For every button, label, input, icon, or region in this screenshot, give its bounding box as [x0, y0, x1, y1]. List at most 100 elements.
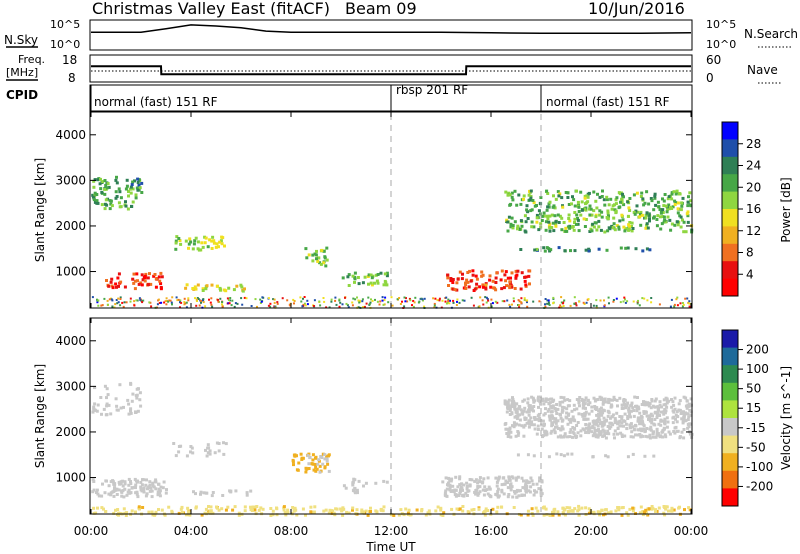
power-cell [630, 225, 633, 228]
power-cell [512, 300, 515, 303]
power-cell [494, 281, 498, 284]
velocity-cell [592, 426, 596, 430]
power-cell [573, 296, 576, 299]
velocity-cell [513, 491, 517, 495]
velocity-cell [675, 420, 679, 424]
power-cell [552, 194, 555, 198]
power-cell [91, 193, 95, 197]
velocity-cell [587, 511, 591, 515]
power-cell [549, 248, 553, 252]
velocity-cell [507, 493, 511, 496]
power-cell [338, 305, 341, 308]
velocity-cell [625, 511, 629, 515]
velocity-cell [580, 397, 584, 401]
power-cell [663, 193, 667, 196]
power-cell [406, 300, 409, 303]
velocity-cell [465, 487, 469, 491]
power-cell [583, 225, 587, 228]
power-cell [562, 302, 564, 305]
power-cell [114, 282, 118, 286]
velocity-cell [459, 485, 463, 489]
velocity-cell [621, 506, 625, 509]
power-cell [114, 196, 118, 200]
power-cell [119, 196, 123, 200]
velocity-cell [556, 435, 560, 439]
power-cell [638, 304, 641, 307]
velocity-cell [591, 434, 595, 438]
power-cell [557, 221, 561, 224]
velocity-cell [211, 511, 215, 515]
power-cell [472, 304, 475, 307]
power-cell [124, 187, 128, 191]
power-cell [529, 196, 533, 200]
power-cell [682, 303, 685, 306]
nsearch-tick-bottom: 10^0 [706, 38, 736, 51]
velocity-cell [569, 420, 573, 424]
power-cell [243, 296, 246, 299]
power-cell [300, 300, 303, 303]
power-cell [657, 205, 661, 209]
power-cell [106, 182, 110, 186]
power-cell [540, 214, 544, 218]
power-cell [529, 209, 533, 213]
power-cell [217, 299, 219, 301]
power-cell [353, 271, 357, 275]
power-cell [211, 235, 215, 239]
power-cell [202, 299, 205, 302]
power-cell [501, 300, 504, 303]
power-cell [547, 202, 551, 206]
velocity-cell [495, 484, 499, 488]
velocity-cell [527, 425, 531, 429]
power-cell [688, 300, 691, 303]
velocity-cell [476, 486, 480, 490]
velocity-cell [237, 513, 241, 517]
velocity-cell [560, 425, 564, 429]
velocity-cell [553, 507, 557, 511]
velocity-cell [597, 430, 601, 434]
velocity-cell [667, 509, 670, 513]
velocity-cell [189, 450, 192, 454]
velocity-cell [123, 482, 127, 486]
velocity-cell [665, 405, 669, 409]
velocity-cell [674, 417, 677, 421]
power-cell [592, 190, 596, 194]
velocity-cell [229, 490, 233, 494]
velocity-cell [513, 490, 516, 493]
velocity-cell [92, 405, 96, 409]
power-cell [171, 296, 174, 299]
power-cell [520, 224, 524, 228]
power-cell [339, 301, 342, 304]
velocity-cell [327, 511, 331, 515]
power-cell [117, 187, 121, 191]
power-cell [516, 224, 520, 228]
power-cell [93, 178, 97, 182]
power-cell [556, 190, 560, 194]
velocity-cell [679, 411, 683, 415]
power-cell [139, 298, 142, 301]
velocity-cell [542, 513, 546, 517]
velocity-cell [127, 488, 131, 492]
power-cell [614, 211, 618, 215]
power-cell [383, 272, 387, 276]
velocity-cell [565, 435, 569, 439]
power-cell [540, 219, 544, 222]
velocity-colorbar-block [722, 382, 738, 401]
power-cell [200, 299, 202, 302]
velocity-cell [536, 428, 540, 431]
power-cell [560, 296, 563, 299]
velocity-cell [626, 401, 630, 405]
velocity-cell [516, 453, 520, 457]
power-cell [641, 297, 644, 300]
velocity-cell [154, 487, 158, 491]
velocity-cell [601, 401, 605, 405]
velocity-cell [461, 488, 464, 492]
power-cell [667, 195, 671, 199]
velocity-cell [539, 402, 543, 406]
velocity-cell [631, 406, 635, 410]
velocity-colorbar-tick-label: 100 [746, 362, 769, 376]
power-cell [241, 289, 245, 293]
power-cell [526, 299, 529, 302]
velocity-cell [491, 507, 495, 511]
power-cell [403, 296, 406, 299]
power-cell [676, 201, 680, 205]
